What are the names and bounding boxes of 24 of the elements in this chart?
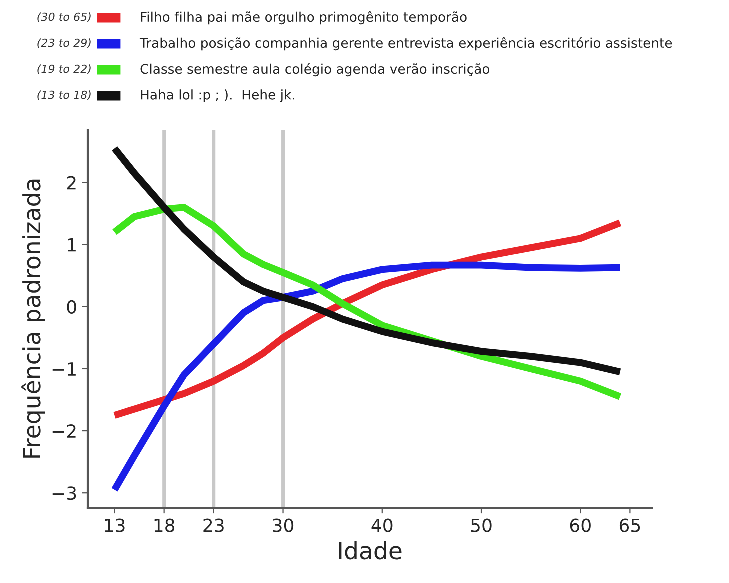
legend-label: Haha lol :p ; ). Hehe jk. [141, 90, 294, 102]
text: (30 to 65) [38, 12, 91, 23]
x-tick-label: 40 [372, 518, 393, 532]
x-axis-title: Idade [339, 541, 402, 560]
y-tick-label: −2 [52, 424, 76, 438]
text: (19 to 22) [38, 64, 91, 75]
legend-label: Classe semestre aula colégio agenda verão inscrição [140, 63, 490, 77]
y-tick-label: 1 [68, 238, 76, 252]
y-tick-label: −1 [52, 362, 76, 376]
x-tick-label: 18 [154, 518, 175, 532]
y-tick-label: −3 [52, 486, 76, 500]
y-axis-title: Frequência padronizada [22, 180, 46, 458]
text: (13 to 18) [38, 90, 91, 101]
text: (23 to 29) [38, 38, 91, 49]
x-tick-label: 65 [620, 518, 640, 532]
y-tick-label: 2 [67, 176, 76, 190]
legend-label: Trabalho posição companhia gerente entrevista experiência escritório assistente [140, 37, 672, 51]
y-tick-label: 0 [67, 300, 76, 314]
x-tick-label: 50 [471, 518, 492, 532]
x-tick-label: 60 [570, 518, 591, 532]
x-tick-label: 30 [273, 518, 294, 532]
x-tick-label: 23 [204, 518, 224, 532]
legend-label: Filho filha pai mãe orgulho primogênito temporão [141, 11, 467, 25]
x-tick-label: 13 [105, 518, 125, 532]
